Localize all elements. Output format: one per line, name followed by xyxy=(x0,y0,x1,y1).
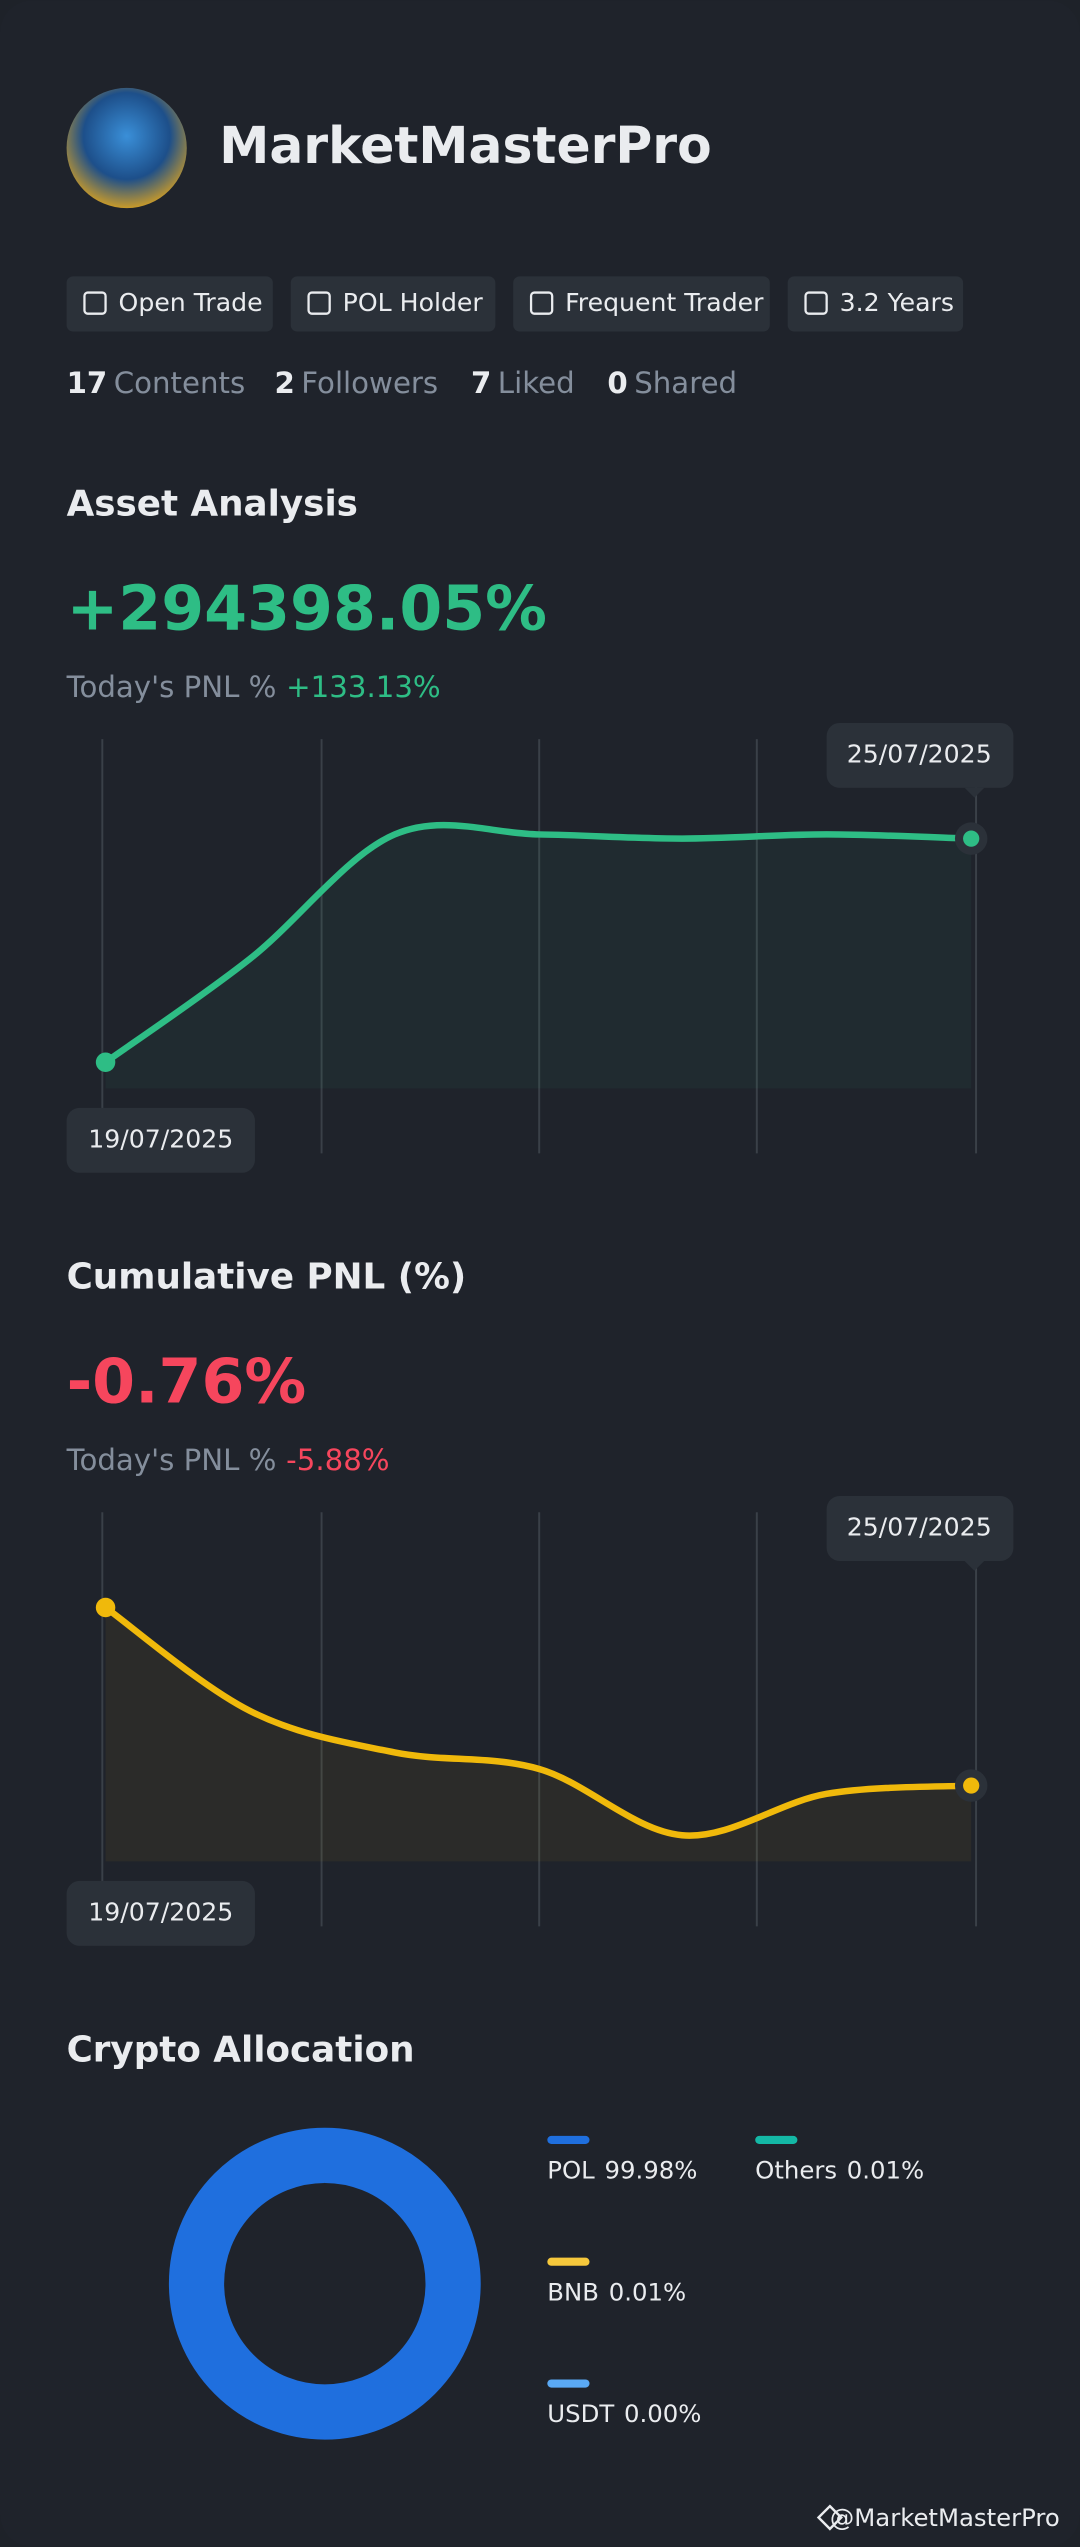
legend-entry: POL 99.98% xyxy=(547,2156,697,2185)
stat-value: 17 xyxy=(67,366,108,400)
today-pnl: Today's PNL % -5.88% xyxy=(66,1443,390,1477)
legend-swatch xyxy=(547,2257,590,2266)
legend-value: 0.00% xyxy=(624,2399,701,2428)
start-date: 19/07/2025 xyxy=(88,1897,233,1926)
badge-icon xyxy=(529,291,554,315)
date-tooltip xyxy=(66,1880,255,1946)
legend-entry: USDT 0.00% xyxy=(547,2399,701,2428)
end-date: 25/07/2025 xyxy=(847,1512,992,1541)
tooltip-pointer xyxy=(964,1560,985,1571)
stat-label: Shared xyxy=(634,366,737,400)
legend-value: 99.98% xyxy=(604,2156,697,2185)
stat-label: Contents xyxy=(114,366,245,400)
end-date: 25/07/2025 xyxy=(847,739,992,768)
pnl-value: +133.13% xyxy=(286,670,440,704)
stat-label: Liked xyxy=(498,366,575,400)
stat: 2 Followers xyxy=(274,366,438,400)
legend-entry: BNB 0.01% xyxy=(547,2277,686,2306)
start-date: 19/07/2025 xyxy=(88,1124,233,1153)
line xyxy=(102,1604,975,1839)
badge xyxy=(787,276,964,332)
badge xyxy=(66,276,273,332)
date-tooltip xyxy=(66,1107,255,1173)
badge-icon xyxy=(804,291,828,315)
line xyxy=(102,821,975,1066)
badge-label: Frequent Trader xyxy=(565,288,764,317)
stat: 0 Shared xyxy=(607,366,737,400)
donut-segment xyxy=(168,2127,481,2440)
badge-icon xyxy=(83,291,107,315)
legend-swatch xyxy=(755,2135,798,2144)
stat: 7 Liked xyxy=(471,366,575,400)
section-title: Crypto Allocation xyxy=(67,2029,415,2070)
headline: +294398.05% xyxy=(67,573,547,645)
section-title: Cumulative PNL (%) xyxy=(67,1256,467,1297)
legend-swatch xyxy=(547,2135,590,2144)
today-pnl: Today's PNL % +133.13% xyxy=(66,670,441,704)
legend-name: BNB xyxy=(547,2277,599,2306)
badge-label: 3.2 Years xyxy=(840,288,954,317)
badge-icon xyxy=(307,291,331,315)
legend-swatch xyxy=(547,2379,590,2388)
pnl-value: -5.88% xyxy=(286,1443,389,1477)
stat-value: 7 xyxy=(471,366,491,400)
stat-value: 2 xyxy=(274,366,294,400)
pnl-label: Today's PNL % xyxy=(66,1443,277,1477)
legend-name: Others xyxy=(755,2156,837,2185)
legend-name: USDT xyxy=(547,2399,614,2428)
stat: 17 Contents xyxy=(67,366,246,400)
tooltip-pointer xyxy=(964,787,985,798)
badge xyxy=(290,276,496,332)
badge-label: Open Trade xyxy=(119,288,263,317)
end-dot xyxy=(963,830,980,847)
badge xyxy=(513,276,770,332)
end-dot xyxy=(963,1777,980,1794)
badge-label: POL Holder xyxy=(343,288,484,317)
start-dot xyxy=(95,1052,116,1072)
date-tooltip xyxy=(826,1495,1014,1561)
stat-value: 0 xyxy=(607,366,627,400)
stat-label: Followers xyxy=(301,366,438,400)
watermark-icon xyxy=(816,2504,843,2531)
legend-value: 0.01% xyxy=(609,2277,686,2306)
section-title: Asset Analysis xyxy=(67,483,358,524)
legend-value: 0.01% xyxy=(847,2156,924,2185)
date-tooltip xyxy=(826,722,1014,788)
pnl-label: Today's PNL % xyxy=(66,670,277,704)
headline: -0.76% xyxy=(67,1346,307,1418)
area xyxy=(105,1607,972,1862)
start-dot xyxy=(95,1597,116,1618)
legend-entry: Others 0.01% xyxy=(755,2156,924,2185)
watermark: @MarketMasterPro xyxy=(830,2503,1060,2532)
legend-name: POL xyxy=(547,2156,595,2185)
username: MarketMasterPro xyxy=(219,116,711,175)
avatar[interactable] xyxy=(66,87,187,209)
